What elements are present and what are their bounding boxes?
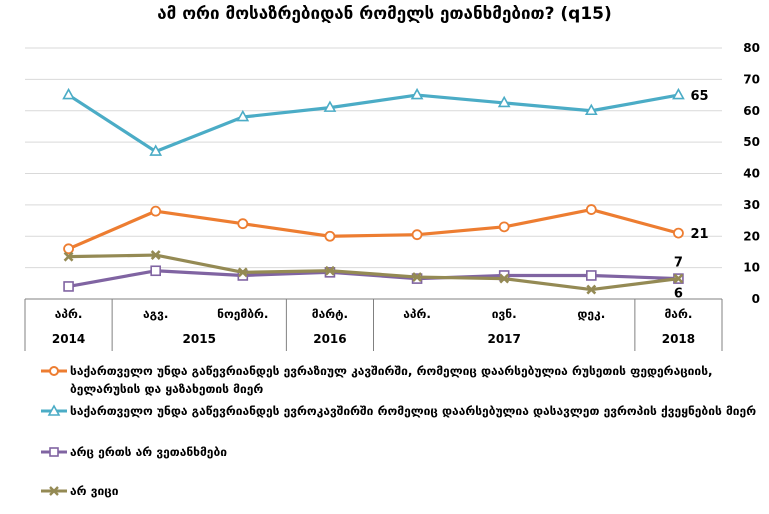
data-point bbox=[150, 265, 161, 277]
legend-marker-square-icon bbox=[41, 447, 67, 457]
x-tick-label: დეკ. bbox=[577, 307, 605, 321]
y-tick-label: 50 bbox=[743, 135, 760, 149]
y-tick-label: 20 bbox=[743, 229, 760, 243]
data-label: 7 bbox=[674, 256, 683, 271]
data-point bbox=[673, 273, 684, 284]
legend-item-neither: არც ერთს არ ვეთანხმები bbox=[40, 443, 227, 461]
y-tick-label: 10 bbox=[743, 261, 760, 275]
legend-label: საქართველო უნდა გაწევრიანდეს ევრაზიულ კა… bbox=[70, 364, 713, 396]
data-point bbox=[149, 144, 163, 156]
y-tick-label: 70 bbox=[743, 72, 760, 86]
data-point bbox=[499, 273, 510, 284]
data-point bbox=[325, 265, 335, 276]
series-line-1 bbox=[66, 93, 681, 154]
y-tick-label: 80 bbox=[743, 41, 760, 55]
legend-label: არც ერთს არ ვეთანხმები bbox=[70, 445, 227, 459]
data-point bbox=[237, 267, 248, 278]
x-year-label: 2017 bbox=[487, 332, 520, 346]
x-tick-label: მარ. bbox=[664, 307, 692, 321]
y-tick-label: 0 bbox=[752, 292, 760, 306]
data-point bbox=[323, 100, 337, 112]
data-label: 6 bbox=[674, 287, 683, 302]
series-line-0 bbox=[66, 207, 681, 251]
data-point bbox=[497, 95, 511, 108]
data-point bbox=[62, 87, 75, 100]
legend-label: საქართველო უნდა გაწევრიანდეს ევროკავშირშ… bbox=[70, 404, 757, 418]
data-point bbox=[150, 205, 162, 217]
data-point bbox=[584, 103, 598, 116]
legend-item-dont-know: არ ვიცი bbox=[40, 482, 118, 500]
data-point bbox=[63, 251, 74, 262]
legend-item-european-union: საქართველო უნდა გაწევრიანდეს ევროკავშირშ… bbox=[40, 402, 756, 420]
legend-marker-triangle-icon bbox=[41, 404, 67, 416]
x-tick-label: აპრ. bbox=[403, 307, 431, 321]
data-point bbox=[411, 229, 423, 241]
data-point bbox=[586, 284, 597, 295]
data-point bbox=[324, 230, 336, 242]
y-tick-label: 30 bbox=[743, 198, 760, 212]
data-point bbox=[498, 221, 510, 233]
x-tick-label: აპრ. bbox=[55, 307, 83, 321]
data-point bbox=[412, 272, 422, 282]
data-point bbox=[236, 109, 250, 122]
data-label: 65 bbox=[690, 89, 708, 104]
data-point bbox=[237, 218, 249, 230]
data-point bbox=[586, 270, 597, 281]
data-point bbox=[673, 227, 684, 239]
legend-label: არ ვიცი bbox=[70, 484, 119, 498]
x-tick-label: აგვ. bbox=[143, 307, 168, 321]
data-point bbox=[585, 204, 597, 215]
y-tick-label: 40 bbox=[743, 167, 760, 181]
y-tick-label: 60 bbox=[743, 104, 760, 118]
data-point bbox=[672, 87, 685, 100]
data-point bbox=[150, 250, 161, 260]
legend-item-eurasian-union: საქართველო უნდა გაწევრიანდეს ევრაზიულ კა… bbox=[40, 362, 760, 398]
x-tick-label: ივნ. bbox=[492, 307, 517, 321]
data-label: 21 bbox=[690, 227, 708, 242]
legend-marker-circle-icon bbox=[41, 366, 67, 376]
x-tick-label: ნოემბრ. bbox=[217, 307, 268, 321]
x-year-label: 2014 bbox=[52, 332, 85, 346]
data-point bbox=[410, 87, 424, 100]
x-year-label: 2016 bbox=[313, 332, 346, 346]
data-point bbox=[63, 281, 74, 292]
data-point bbox=[63, 243, 74, 255]
line-chart: 0 10 20 30 40 50 60 70 80 აპრ. აგვ. ნოემბრ. მარტ. აპრ… bbox=[24, 41, 760, 351]
x-year-label: 2018 bbox=[662, 332, 695, 346]
legend-marker-x-icon bbox=[41, 486, 67, 496]
series-line-3 bbox=[66, 253, 681, 292]
x-tick-label: მარტ. bbox=[312, 307, 348, 321]
chart-title: ამ ორი მოსაზრებიდან რომელს ეთანხმებით? (… bbox=[157, 4, 612, 24]
x-year-label: 2015 bbox=[183, 332, 216, 346]
